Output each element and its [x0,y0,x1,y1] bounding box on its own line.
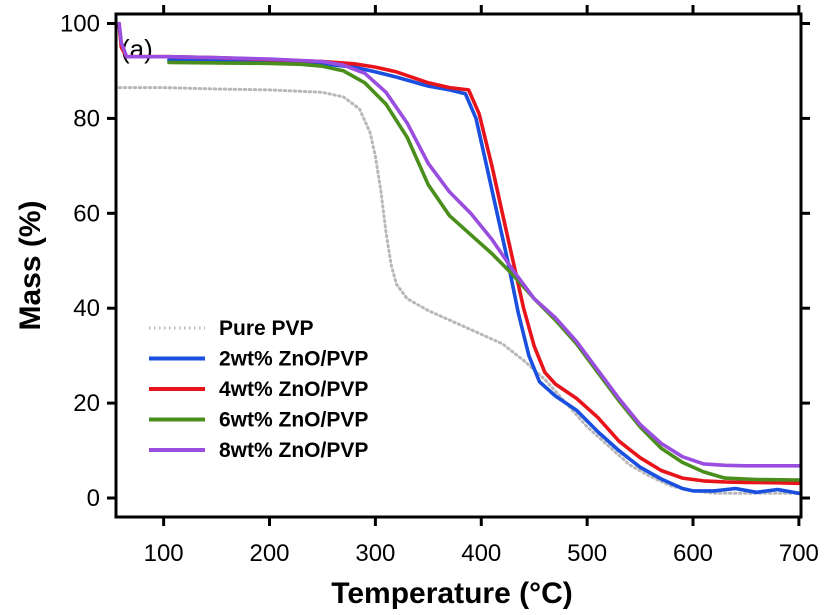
x-axis-title: Temperature (°C) [331,577,572,610]
legend-label-3: 6wt% ZnO/PVP [219,409,368,432]
x-tick-label-1: 200 [249,540,289,567]
series-line-1 [167,58,801,496]
x-tick-label-6: 700 [779,540,819,567]
series-lines [117,21,801,496]
y-tick-label-1: 20 [73,390,100,417]
y-tick-label-4: 80 [73,105,100,132]
series-line-3 [167,60,801,482]
plot-frame [114,12,803,519]
y-tick-label-3: 60 [73,200,100,227]
legend-label-4: 8wt% ZnO/PVP [219,439,368,462]
series-line-0 [117,86,801,495]
legend-label-1: 2wt% ZnO/PVP [219,348,368,371]
x-tick-label-5: 600 [673,540,713,567]
y-axis-title: Mass (%) [14,200,47,330]
series-line-4 [117,21,801,468]
panel-label: (a) [121,34,153,64]
x-tick-label-4: 500 [567,540,607,567]
y-tick-label-0: 0 [87,485,100,512]
legend-label-2: 4wt% ZnO/PVP [219,378,368,401]
legend: Pure PVP 2wt% ZnO/PVP 4wt% ZnO/PVP 6wt% ZnO… [149,317,368,462]
y-tick-label-2: 40 [73,295,100,322]
x-tick-label-0: 100 [144,540,184,567]
x-tick-label-2: 300 [355,540,395,567]
legend-label-0: Pure PVP [219,317,314,340]
x-tick-label-3: 400 [461,540,501,567]
y-tick-label-5: 100 [60,10,100,37]
